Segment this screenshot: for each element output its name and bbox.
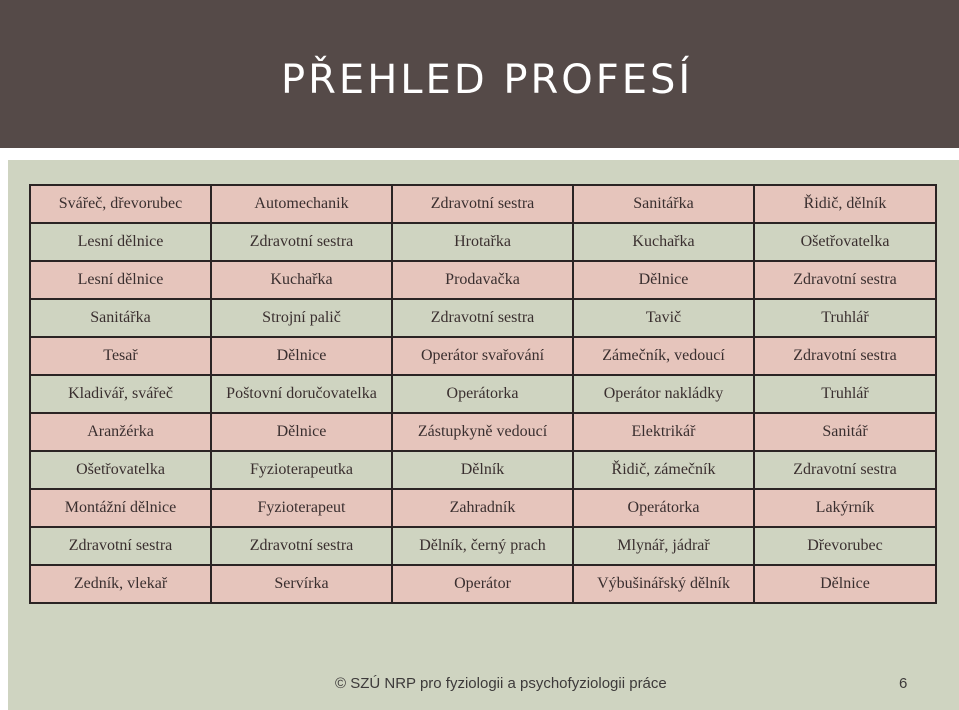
table-cell: Dělnice xyxy=(210,336,393,376)
table-row: Kladivář, svářeč Poštovní doručovatelka Op… xyxy=(29,374,937,414)
table-row: Lesní dělnice Zdravotní sestra Hrotařka Kuc… xyxy=(29,222,937,262)
table-cell: Zdravotní sestra xyxy=(391,298,574,338)
table-cell: Automechanik xyxy=(210,184,393,224)
table-cell: Zdravotní sestra xyxy=(391,184,574,224)
table-cell: Ošetřovatelka xyxy=(29,450,212,490)
title-bar: PŘEHLED PROFESÍ xyxy=(0,0,959,148)
table-row: Tesař Dělnice Operátor svařování Zámečník, … xyxy=(29,336,937,376)
table-cell: Řidič, zámečník xyxy=(572,450,755,490)
table-cell: Dělnice xyxy=(753,564,937,604)
table-cell: Poštovní doručovatelka xyxy=(210,374,393,414)
footer-text: © SZÚ NRP pro fyziologii a psychofyziolo… xyxy=(335,675,667,692)
table-cell: Dělnice xyxy=(210,412,393,452)
table-cell: Elektrikář xyxy=(572,412,755,452)
table-cell: Zedník, vlekař xyxy=(29,564,212,604)
table-row: Aranžérka Dělnice Zástupkyně vedoucí Elektr… xyxy=(29,412,937,452)
table-cell: Zdravotní sestra xyxy=(753,450,937,490)
table-cell: Tesař xyxy=(29,336,212,376)
table-cell: Operátor nakládky xyxy=(572,374,755,414)
professions-table: Svářeč, dřevorubec Automechanik Zdravotní … xyxy=(29,184,937,604)
table-cell: Zámečník, vedoucí xyxy=(572,336,755,376)
table-cell: Strojní palič xyxy=(210,298,393,338)
table-cell: Dělník, černý prach xyxy=(391,526,574,566)
table-cell: Prodavačka xyxy=(391,260,574,300)
table-cell: Lesní dělnice xyxy=(29,222,212,262)
table-cell: Zdravotní sestra xyxy=(753,336,937,376)
table-row: Lesní dělnice Kuchařka Prodavačka Dělnice Zd… xyxy=(29,260,937,300)
table-cell: Kladivář, svářeč xyxy=(29,374,212,414)
table-row: Ošetřovatelka Fyzioterapeutka Dělník Řidič,… xyxy=(29,450,937,490)
table-cell: Servírka xyxy=(210,564,393,604)
table-cell: Sanitářka xyxy=(29,298,212,338)
table-cell: Operátor xyxy=(391,564,574,604)
table-cell: Lesní dělnice xyxy=(29,260,212,300)
table-cell: Zahradník xyxy=(391,488,574,528)
table-cell: Fyzioterapeutka xyxy=(210,450,393,490)
table-cell: Kuchařka xyxy=(210,260,393,300)
table-cell: Zdravotní sestra xyxy=(210,222,393,262)
table-cell: Ošetřovatelka xyxy=(753,222,937,262)
table-cell: Montážní dělnice xyxy=(29,488,212,528)
table-cell: Truhlář xyxy=(753,298,937,338)
table-cell: Výbušinářský dělník xyxy=(572,564,755,604)
table-cell: Kuchařka xyxy=(572,222,755,262)
table-cell: Zástupkyně vedoucí xyxy=(391,412,574,452)
table-cell: Fyzioterapeut xyxy=(210,488,393,528)
table-row: Zdravotní sestra Zdravotní sestra Dělník, … xyxy=(29,526,937,566)
table-cell: Dřevorubec xyxy=(753,526,937,566)
table-cell: Řidič, dělník xyxy=(753,184,937,224)
table-cell: Zdravotní sestra xyxy=(210,526,393,566)
table-cell: Aranžérka xyxy=(29,412,212,452)
table-cell: Operátor svařování xyxy=(391,336,574,376)
table-cell: Zdravotní sestra xyxy=(753,260,937,300)
table-cell: Svářeč, dřevorubec xyxy=(29,184,212,224)
table-cell: Sanitář xyxy=(753,412,937,452)
table-cell: Lakýrník xyxy=(753,488,937,528)
table-cell: Operátorka xyxy=(572,488,755,528)
table-cell: Zdravotní sestra xyxy=(29,526,212,566)
table-cell: Operátorka xyxy=(391,374,574,414)
table-cell: Tavič xyxy=(572,298,755,338)
table-row: Zedník, vlekař Servírka Operátor Výbušinářs… xyxy=(29,564,937,604)
table-row: Montážní dělnice Fyzioterapeut Zahradník Op… xyxy=(29,488,937,528)
table-row: Sanitářka Strojní palič Zdravotní sestra Ta… xyxy=(29,298,937,338)
table-row: Svářeč, dřevorubec Automechanik Zdravotní … xyxy=(29,184,937,224)
slide-title: PŘEHLED PROFESÍ xyxy=(281,57,694,103)
table-cell: Mlynář, jádrař xyxy=(572,526,755,566)
table-cell: Truhlář xyxy=(753,374,937,414)
table-cell: Hrotařka xyxy=(391,222,574,262)
table-cell: Sanitářka xyxy=(572,184,755,224)
page-number: 6 xyxy=(899,675,908,692)
table-cell: Dělnice xyxy=(572,260,755,300)
table-cell: Dělník xyxy=(391,450,574,490)
